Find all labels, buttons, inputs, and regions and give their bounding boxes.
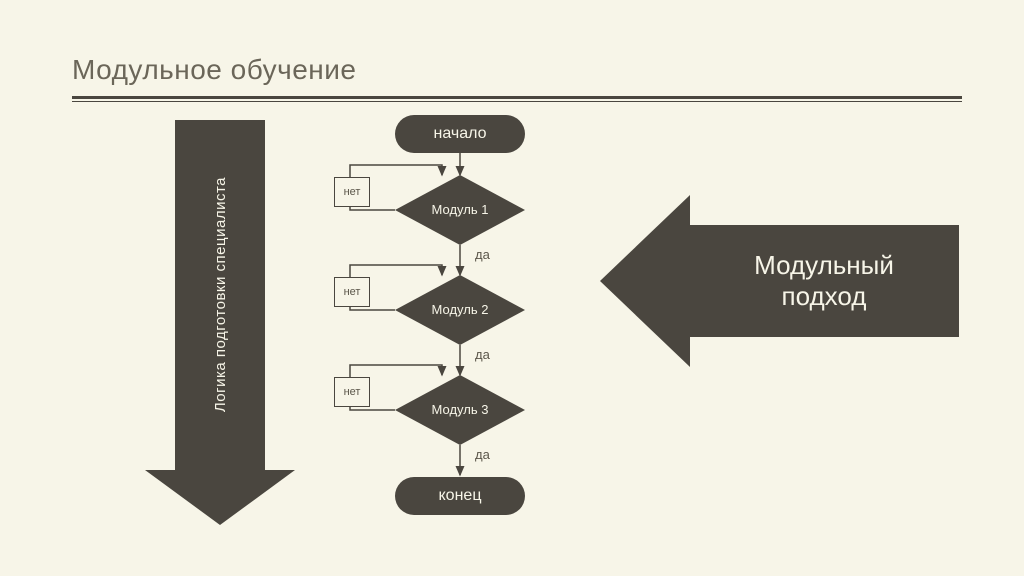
node-module-2-label: Модуль 2: [432, 303, 489, 317]
no-label-2: нет: [344, 287, 361, 298]
title-block: Модульное обучение: [72, 54, 962, 102]
left-down-arrow: Логика подготовки специалиста: [175, 120, 295, 525]
node-module-1-label: Модуль 1: [432, 203, 489, 217]
yes-label-3: да: [475, 447, 490, 462]
no-box-2: нет: [334, 277, 370, 307]
no-box-1: нет: [334, 177, 370, 207]
no-box-3: нет: [334, 377, 370, 407]
page-title: Модульное обучение: [72, 54, 962, 86]
node-module-3: Модуль 3: [395, 375, 525, 445]
left-arrow-label: Логика подготовки специалиста: [212, 177, 229, 412]
right-arrow-line1: Модульный: [754, 250, 894, 281]
title-underline: [72, 96, 962, 102]
node-module-1: Модуль 1: [395, 175, 525, 245]
yes-label-1: да: [475, 247, 490, 262]
no-label-3: нет: [344, 387, 361, 398]
node-start: начало: [395, 115, 525, 153]
right-arrow-line2: подход: [782, 281, 867, 312]
node-module-2: Модуль 2: [395, 275, 525, 345]
no-label-1: нет: [344, 187, 361, 198]
node-module-3-label: Модуль 3: [432, 403, 489, 417]
right-left-arrow: Модульный подход: [600, 195, 959, 367]
node-end: конец: [395, 477, 525, 515]
node-end-label: конец: [439, 487, 482, 505]
node-start-label: начало: [433, 125, 486, 143]
yes-label-2: да: [475, 347, 490, 362]
